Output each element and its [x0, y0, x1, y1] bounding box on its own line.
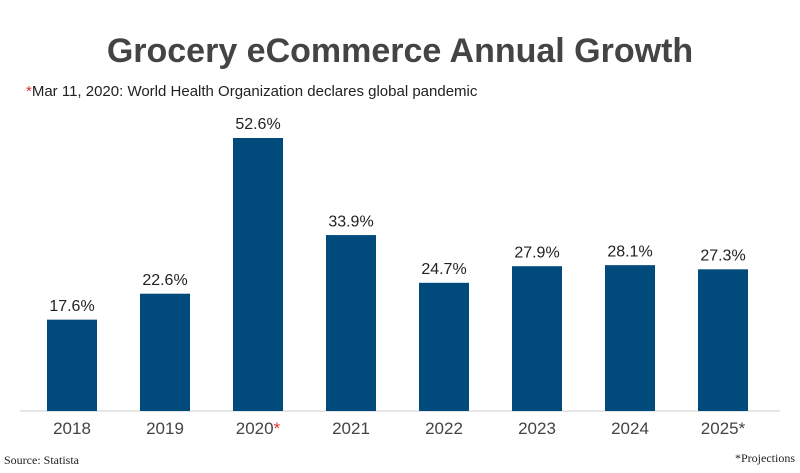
value-label: 52.6% — [235, 116, 280, 133]
bar — [47, 319, 97, 411]
value-label: 28.1% — [607, 243, 652, 260]
bar — [419, 282, 469, 411]
value-label: 27.3% — [700, 248, 745, 265]
category: 2024 — [611, 419, 649, 438]
category: 2018 — [53, 419, 91, 438]
category: 2021 — [332, 419, 370, 438]
category: 2025* — [701, 419, 746, 438]
chart-title: Grocery eCommerce Annual Growth — [107, 32, 693, 70]
category: 2022 — [425, 419, 463, 438]
bar — [698, 269, 748, 411]
x-tick-label: 2022 — [425, 419, 463, 438]
category: 2020 — [236, 419, 274, 438]
value-label: 22.6% — [142, 272, 187, 289]
bar — [140, 293, 190, 411]
x-tick-label: 2021 — [332, 419, 370, 438]
bar — [233, 138, 283, 411]
source: Source: Statista — [4, 453, 80, 467]
x-tick-label: 2018 — [53, 419, 91, 438]
x-tick-label: 2020* — [236, 419, 281, 438]
category: 2019 — [146, 419, 184, 438]
value-label: 24.7% — [421, 261, 466, 278]
value-label: 33.9% — [328, 213, 373, 230]
bar — [512, 266, 562, 411]
category: 2023 — [518, 419, 556, 438]
x-tick-label: 2025* — [701, 419, 746, 438]
x-tick-label: 2019 — [146, 419, 184, 438]
x-tick-label: 2023 — [518, 419, 556, 438]
annotation: *Mar 11, 2020: World Health Organization… — [26, 83, 478, 100]
annotation-text: Mar 11, 2020: World Health Organization … — [32, 83, 478, 100]
value-label: 27.9% — [514, 244, 559, 261]
bar — [326, 235, 376, 411]
category-marker: * — [274, 419, 281, 438]
x-tick-label: 2024 — [611, 419, 649, 438]
footnote: *Projections — [735, 451, 795, 465]
annotation-marker: * — [26, 83, 32, 100]
value-label: 17.6% — [49, 298, 94, 315]
bar — [605, 265, 655, 411]
